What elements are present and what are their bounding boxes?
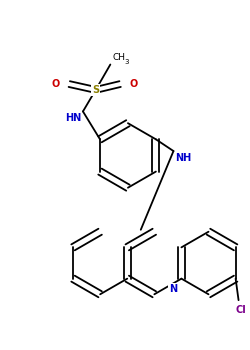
Text: S: S bbox=[92, 85, 99, 95]
Text: CH: CH bbox=[112, 52, 125, 62]
Text: N: N bbox=[169, 285, 177, 294]
Text: 3: 3 bbox=[124, 60, 128, 65]
Text: O: O bbox=[130, 79, 138, 89]
Text: O: O bbox=[51, 79, 60, 89]
Text: HN: HN bbox=[65, 113, 81, 124]
Text: Cl: Cl bbox=[235, 305, 246, 315]
Text: NH: NH bbox=[176, 153, 192, 163]
